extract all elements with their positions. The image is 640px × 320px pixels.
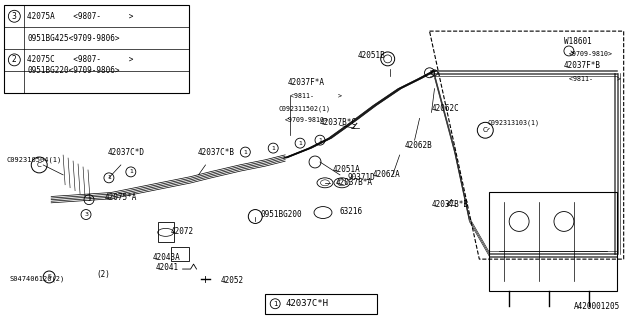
Text: 3: 3 [12,12,17,21]
Text: 42037B*C: 42037B*C [320,118,357,127]
Text: 1: 1 [273,301,278,307]
Text: 42037C*H: 42037C*H [285,299,328,308]
Text: 42062B: 42062B [404,140,433,150]
Bar [4,5,189,92]
Bar [489,192,617,291]
Text: 42037B*A: 42037B*A [336,178,373,187]
Text: <9709-9810>: <9709-9810> [569,51,613,57]
Bar [171,247,189,261]
Text: 42037B*B: 42037B*B [431,200,468,209]
Text: 42051B: 42051B [358,52,385,60]
Text: (2): (2) [96,269,110,278]
Text: 1: 1 [243,149,247,155]
Text: 42037F*B: 42037F*B [564,61,601,70]
Text: C092310504(1): C092310504(1) [6,157,61,163]
Text: 42043A: 42043A [153,253,180,262]
Text: 1: 1 [298,141,302,146]
Text: 1: 1 [271,146,275,151]
Text: 0951BG425<9709-9806>: 0951BG425<9709-9806> [28,34,120,43]
Text: 0951BG200: 0951BG200 [260,210,302,219]
Text: 42062C: 42062C [431,104,460,113]
Text: 42075C    <9807-      >: 42075C <9807- > [28,55,134,64]
Text: C092313103(1): C092313103(1) [487,119,540,125]
Text: 42037F*A: 42037F*A [287,78,324,87]
Text: 2: 2 [87,197,91,202]
Text: 90371D: 90371D [348,173,376,182]
Text: 42041: 42041 [156,263,179,272]
Text: 42037C*B: 42037C*B [198,148,234,156]
Text: A420001205: A420001205 [574,302,620,311]
Text: C092311502(1): C092311502(1) [278,105,330,112]
Text: 42075A    <9807-      >: 42075A <9807- > [28,12,134,21]
Text: 1: 1 [129,169,132,174]
Text: 3: 3 [84,212,88,217]
Text: 2: 2 [12,55,17,64]
Text: S047406120(2): S047406120(2) [10,276,65,282]
Text: 42062A: 42062A [372,170,401,180]
Text: C: C [37,162,42,168]
Text: 42052: 42052 [220,276,244,285]
Text: 42051A: 42051A [333,165,361,174]
Text: 1: 1 [318,138,322,143]
Text: 63216: 63216 [340,207,363,216]
Bar [157,222,173,242]
Text: 42075*A: 42075*A [105,193,138,202]
Text: <9811-      >: <9811- > [569,76,621,82]
Text: 1: 1 [107,175,111,180]
Text: W18601: W18601 [564,36,592,45]
Text: 0951BG220<9709-9806>: 0951BG220<9709-9806> [28,66,120,75]
Text: <9709-9810>: <9709-9810> [285,117,329,123]
Text: <9811-      >: <9811- > [290,92,342,99]
Bar [265,294,377,314]
Text: 42072: 42072 [171,227,194,236]
Text: C: C [483,127,488,133]
Text: 42037C*D: 42037C*D [108,148,145,156]
Text: S: S [47,275,51,279]
